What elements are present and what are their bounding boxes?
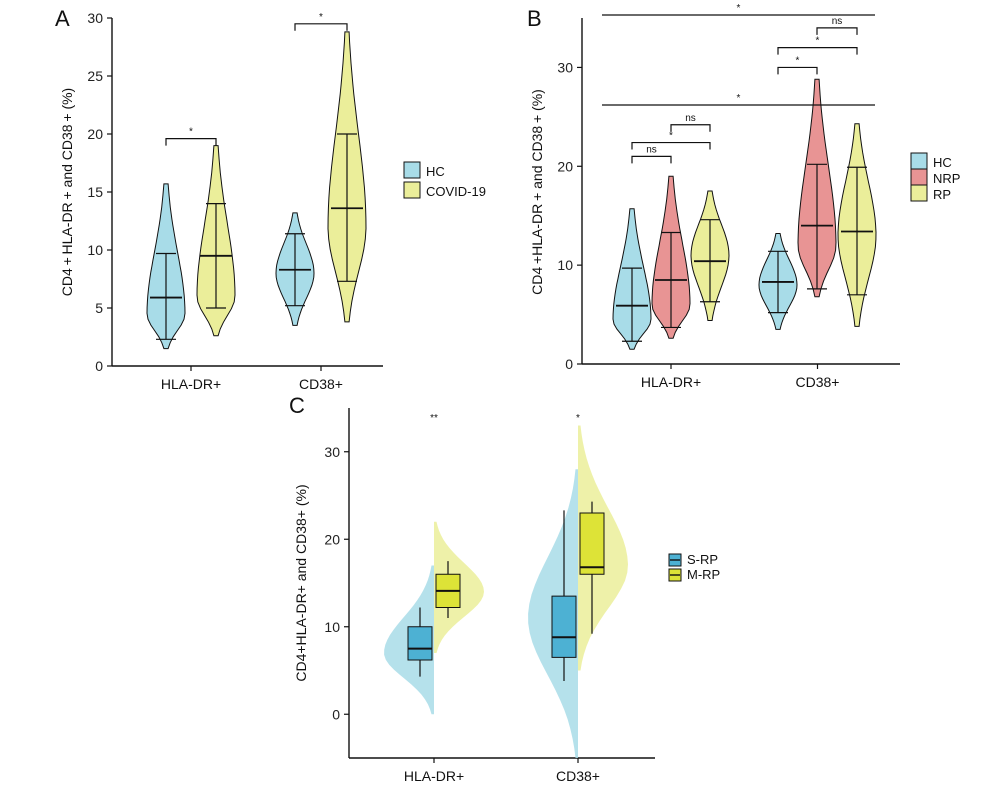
panel-a-y-tick-label: 5 <box>95 300 103 316</box>
panel-c-significance-label: ** <box>430 413 438 424</box>
panel-b-y-axis-label: CD4 +HLA-DR + and CD38 + (%) <box>529 89 545 295</box>
panel-c-y-tick-label: 20 <box>324 531 340 547</box>
panel-b-significance-bracket <box>631 155 672 164</box>
panel-c-y-tick-label: 0 <box>332 706 340 722</box>
panel-a-x-tick-label: CD38+ <box>299 376 343 392</box>
panel-b-significance-label: ns <box>646 144 657 155</box>
panel-b-significance-label: ns <box>685 113 696 124</box>
panel-letter-b: B <box>527 6 542 31</box>
panel-b-significance-bracket <box>777 66 818 75</box>
panel-a-x-tick-label: HLA-DR+ <box>161 376 221 392</box>
panel-a-legend-swatch <box>403 161 421 179</box>
panel-a-legend-label: HC <box>426 164 445 179</box>
panel-b-legend-swatch <box>910 152 928 170</box>
panel-a-y-tick-label: 30 <box>87 10 103 26</box>
panel-a-significance-label: * <box>319 12 323 23</box>
panel-b-significance-bracket <box>816 27 858 35</box>
panel-c-y-axis-label: CD4+HLA-DR+ and CD38+ (%) <box>293 484 309 681</box>
panel-b-significance-label: * <box>796 55 800 66</box>
panel-c-box <box>407 626 433 661</box>
panel-c-x-tick-label: CD38+ <box>556 768 600 784</box>
panel-letter-a: A <box>55 6 70 31</box>
panel-c-y-tick-label: 30 <box>324 444 340 460</box>
panel-b-legend-label: NRP <box>933 171 960 186</box>
panel-b-legend-label: RP <box>933 187 951 202</box>
panel-a-y-tick-label: 25 <box>87 68 103 84</box>
panel-b-significance-bracket <box>777 47 858 55</box>
panel-a-y-tick-label: 0 <box>95 358 103 374</box>
panel-b-significance-label: * <box>737 93 741 104</box>
panel-b-y-tick-label: 20 <box>557 158 573 174</box>
panel-b-significance-bracket <box>631 141 711 150</box>
panel-a-y-tick-label: 20 <box>87 126 103 142</box>
panel-a-legend-label: COVID-19 <box>426 184 486 199</box>
panel-b-x-tick-label: HLA-DR+ <box>641 374 701 390</box>
panel-b-y-tick-label: 0 <box>565 356 573 372</box>
panel-a-y-axis-label: CD4 + HLA-DR + and CD38 + (%) <box>59 88 75 296</box>
panel-b-significance-bracket <box>670 124 711 132</box>
panel-a-y-tick-label: 10 <box>87 242 103 258</box>
panel-b-legend-label: HC <box>933 155 952 170</box>
panel-c-legend-label: S-RP <box>687 552 718 567</box>
panel-b-significance-label: * <box>669 131 673 142</box>
panel-b-legend-swatch <box>910 168 928 186</box>
panel-a-significance-label: * <box>189 127 193 138</box>
panel-a-significance-bracket <box>165 138 217 146</box>
panel-a-chart: 0 5 10 15 20 25 30 HLA-DR+ CD38+ * * HC COVID-19 <box>87 10 486 392</box>
panel-b-significance-label: * <box>737 3 741 14</box>
panel-b-legend-swatch <box>910 184 928 202</box>
panel-a-y-tick-label: 15 <box>87 184 103 200</box>
panel-b-y-tick-label: 10 <box>557 257 573 273</box>
panel-a-significance-bracket <box>294 23 348 31</box>
panel-c-x-tick-label: HLA-DR+ <box>404 768 464 784</box>
panel-c-y-tick-label: 10 <box>324 619 340 635</box>
panel-c-box <box>551 595 577 658</box>
panel-c-legend-label: M-RP <box>687 567 720 582</box>
panel-c-significance-label: * <box>576 413 580 424</box>
panel-b-significance-label: * <box>816 36 820 47</box>
panel-a-legend-swatch <box>403 181 421 199</box>
panel-c-box <box>579 512 605 575</box>
panel-b-significance-label: ns <box>832 16 843 27</box>
panel-b-y-tick-label: 30 <box>557 59 573 75</box>
panel-b-x-tick-label: CD38+ <box>796 374 840 390</box>
panel-letter-c: C <box>289 393 305 418</box>
